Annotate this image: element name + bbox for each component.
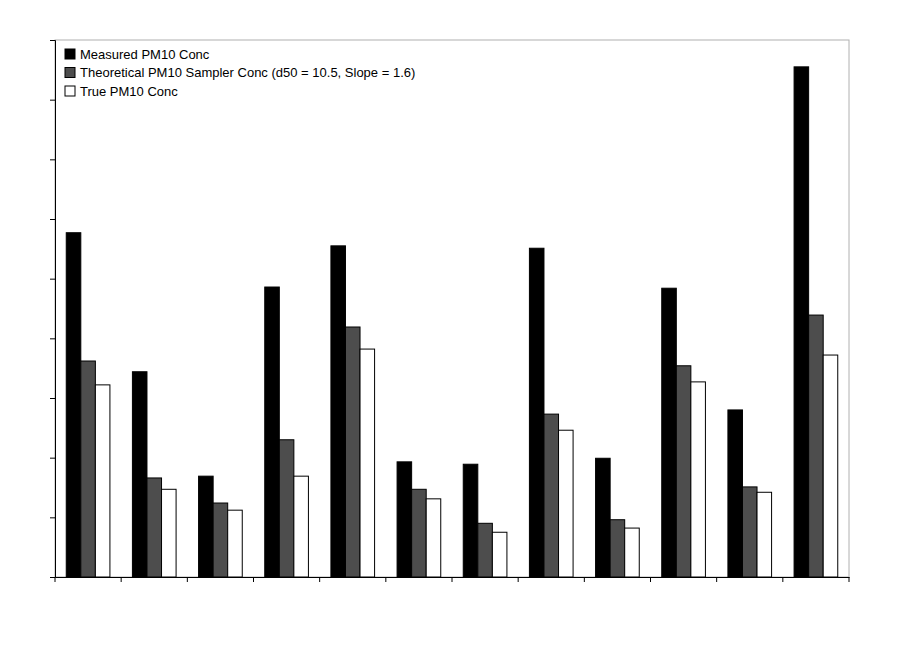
legend-label: Theoretical PM10 Sampler Conc (d50 = 10.…: [80, 65, 415, 80]
bar: [397, 462, 412, 577]
legend-swatch: [65, 68, 75, 78]
bar: [412, 489, 427, 577]
y-tick-mark: [50, 577, 55, 578]
bar: [162, 489, 177, 577]
bar: [794, 67, 809, 577]
plot: Measured PM10 Conc Theoretical PM10 Sampl…: [50, 40, 850, 582]
bar: [147, 478, 162, 577]
bar: [426, 499, 441, 577]
y-axis-line: [50, 41, 56, 578]
category-divider: [187, 577, 188, 582]
bar: [757, 492, 772, 577]
category-divider: [452, 577, 453, 582]
category-divider: [782, 577, 783, 582]
y-tick-mark: [50, 398, 55, 399]
bar: [345, 327, 360, 577]
y-axis: [50, 41, 56, 578]
y-tick-mark: [50, 219, 55, 220]
bar: [596, 458, 611, 577]
y-tick-mark: [50, 159, 55, 160]
legend-label: Measured PM10 Conc: [80, 47, 210, 62]
bar: [213, 503, 228, 577]
x-axis: [55, 577, 850, 582]
y-tick-mark: [50, 338, 55, 339]
category-divider: [319, 577, 320, 582]
legend: Measured PM10 Conc Theoretical PM10 Sampl…: [57, 43, 465, 101]
category-divider: [584, 577, 585, 582]
y-tick: [50, 458, 55, 459]
bar: [463, 464, 478, 577]
y-tick-mark: [50, 279, 55, 280]
legend-swatch: [65, 49, 75, 59]
bar: [66, 233, 81, 577]
bar: [228, 510, 243, 577]
bar: [199, 476, 214, 577]
y-tick: [50, 159, 55, 160]
y-tick: [50, 398, 55, 399]
y-tick-mark: [50, 100, 55, 101]
bar: [728, 410, 743, 577]
y-tick: [50, 338, 55, 339]
bar: [294, 476, 309, 577]
y-tick: [50, 219, 55, 220]
bar: [492, 532, 507, 577]
plot-frame: [55, 40, 849, 577]
bar: [691, 382, 706, 577]
bar: [625, 528, 640, 577]
category-divider: [716, 577, 717, 582]
legend-label: True PM10 Conc: [80, 84, 178, 99]
y-tick-mark: [50, 458, 55, 459]
bar: [544, 414, 559, 577]
bar: [265, 287, 280, 577]
y-tick: [50, 577, 55, 578]
legend-swatch: [65, 86, 75, 96]
bar: [662, 288, 677, 577]
bar: [81, 361, 96, 577]
y-tick-mark: [50, 40, 55, 41]
chart: Measured PM10 Conc Theoretical PM10 Sampl…: [0, 0, 900, 656]
bars: [66, 67, 838, 577]
bar: [823, 355, 838, 577]
bar: [529, 248, 544, 577]
legend-box: [57, 43, 465, 101]
bar: [742, 487, 757, 577]
bar: [279, 440, 294, 577]
y-tick: [50, 517, 55, 518]
bar: [331, 246, 346, 577]
bar: [478, 523, 493, 577]
category-divider: [650, 577, 651, 582]
bar: [132, 372, 147, 577]
y-tick: [50, 100, 55, 101]
category-divider: [849, 577, 850, 582]
y-tick: [50, 40, 55, 41]
bar: [95, 385, 110, 577]
bar: [809, 315, 824, 577]
bar: [559, 430, 574, 577]
category-divider: [518, 577, 519, 582]
category-divider: [385, 577, 386, 582]
y-tick: [50, 279, 55, 280]
category-divider: [55, 577, 56, 582]
bar: [360, 349, 375, 577]
y-tick-mark: [50, 517, 55, 518]
category-divider: [253, 577, 254, 582]
bar: [676, 366, 691, 577]
category-divider: [121, 577, 122, 582]
bar: [610, 520, 625, 577]
